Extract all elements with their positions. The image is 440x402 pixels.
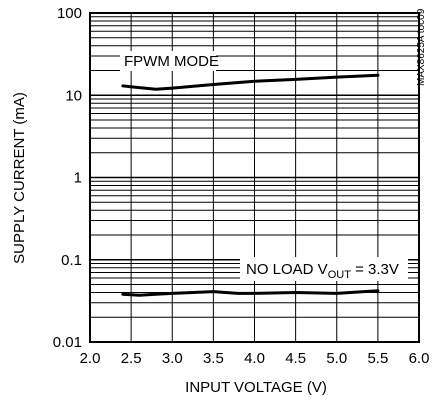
y-tick-label: 10 <box>65 87 82 104</box>
x-tick-label: 5.5 <box>367 350 388 367</box>
series-line-1 <box>121 73 380 91</box>
fpwm-label-bg <box>120 51 216 71</box>
x-tick-label: 2.0 <box>80 350 101 367</box>
series-line-2 <box>121 289 380 297</box>
plot-frame <box>89 12 420 343</box>
y-tick-label: 100 <box>57 5 82 22</box>
x-tick-label: 3.0 <box>162 350 183 367</box>
no-load-label: NO LOAD VOUT = 3.3V <box>246 261 399 281</box>
y-tick-labels: 0.01 0.1 1 10 100 <box>53 5 82 351</box>
no-load-label-bg <box>240 257 408 281</box>
fpwm-mode-label: FPWM MODE <box>124 53 219 70</box>
y-tick-label: 1 <box>74 170 82 187</box>
part-watermark: MAX8625A toc09 <box>416 8 427 86</box>
x-tick-label: 6.0 <box>409 350 430 367</box>
x-tick-label: 2.5 <box>121 350 142 367</box>
y-tick-label: 0.01 <box>53 334 82 351</box>
x-tick-label: 3.5 <box>203 350 224 367</box>
x-axis-label: INPUT VOLTAGE (V) <box>185 379 327 396</box>
y-axis-label: SUPPLY CURRENT (mA) <box>11 92 28 264</box>
x-tick-label: 4.0 <box>244 350 265 367</box>
y-tick-label: 0.1 <box>61 252 82 269</box>
x-tick-label: 5.0 <box>326 350 347 367</box>
x-tick-label: 4.5 <box>285 350 306 367</box>
x-tick-labels: 2.0 2.5 3.0 3.5 4.0 4.5 5.0 5.5 6.0 <box>80 350 430 367</box>
data-series <box>121 73 380 297</box>
